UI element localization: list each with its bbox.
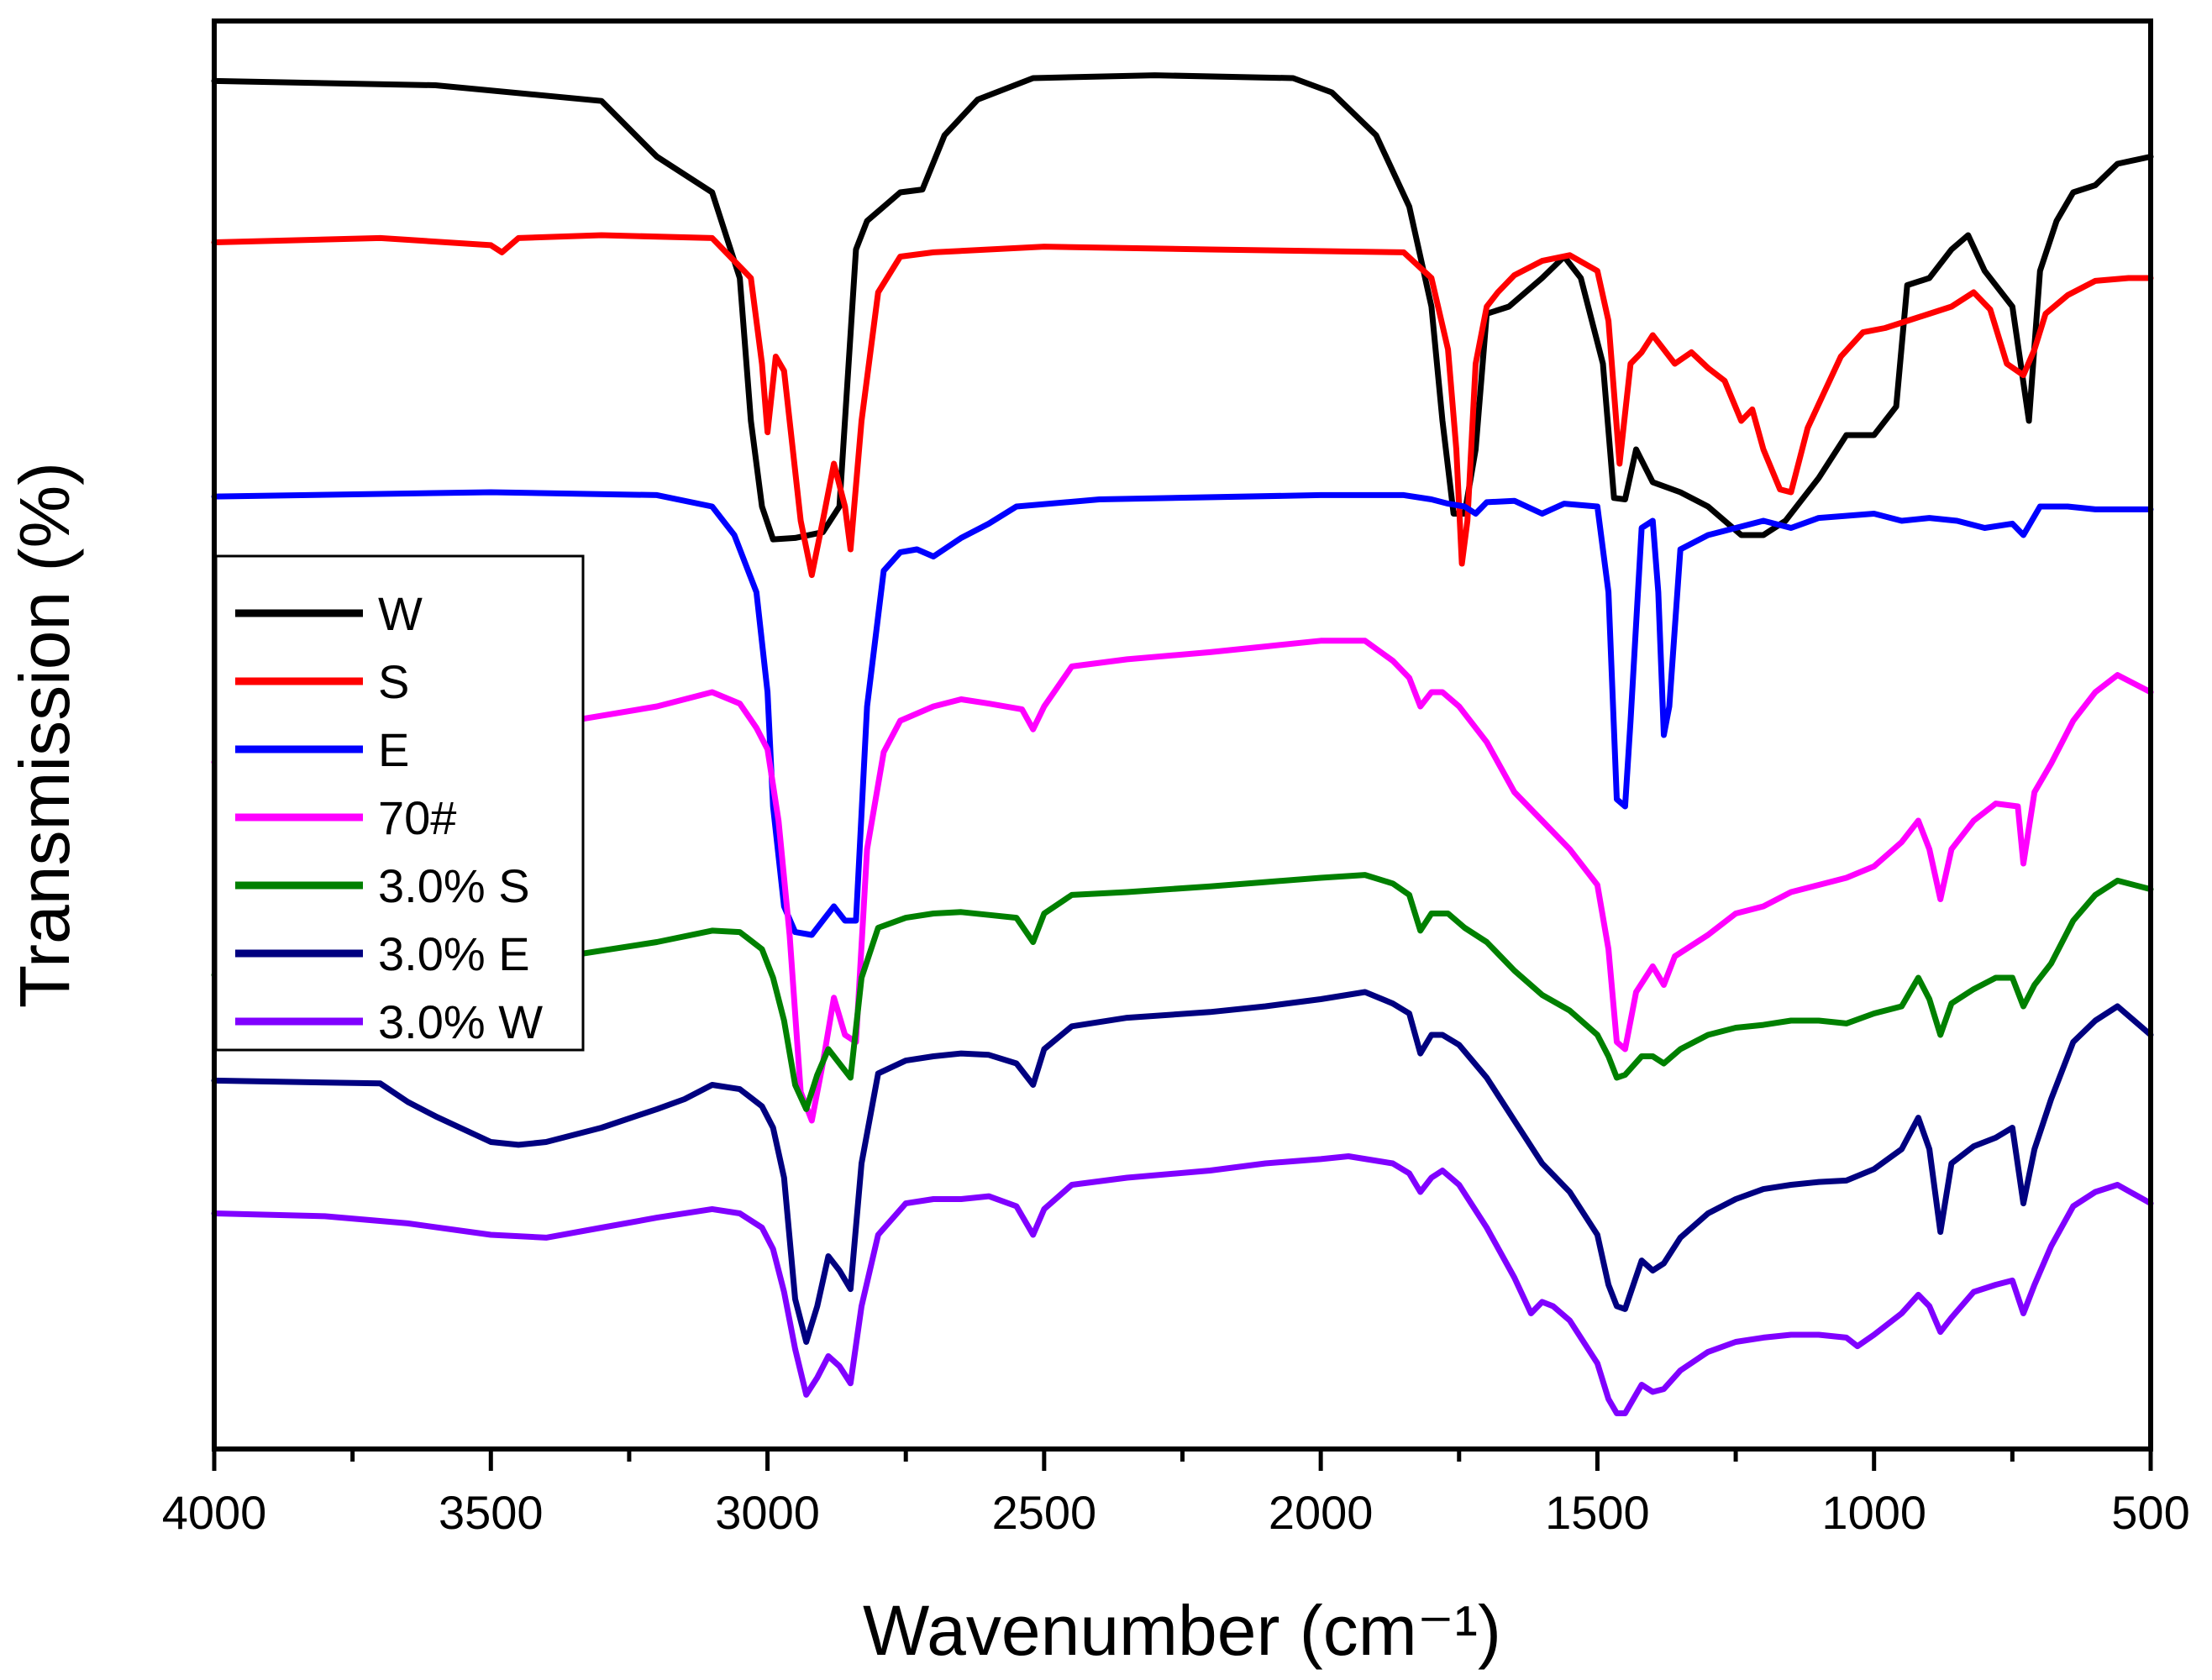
x-axis-ticks: 4000 3500 3000 2500 2000 1500 1000 500 — [162, 1449, 2190, 1539]
x-tick-label: 2000 — [1269, 1486, 1374, 1539]
x-tick-label: 3500 — [439, 1486, 544, 1539]
legend-label-5: 3.0% S — [378, 859, 530, 912]
x-tick-label: 500 — [2111, 1486, 2189, 1539]
legend-label-3: E — [378, 723, 409, 776]
legend: WSE 70# 3.0% S 3.0% E 3.0% W — [214, 554, 585, 1052]
legend-label-7: 3.0% W — [378, 995, 543, 1048]
legend-label-1: W — [378, 587, 423, 640]
x-tick-label: 1500 — [1545, 1486, 1650, 1539]
legend-label-2: S — [378, 655, 409, 708]
series-line-4 — [211, 638, 2154, 1124]
series-line-5 — [211, 872, 2154, 1112]
legend-box — [214, 554, 585, 1052]
x-tick-label: 4000 — [162, 1486, 267, 1539]
series-line-7 — [211, 1153, 2154, 1416]
x-axis-title: Wavenumber (cm⁻¹) — [863, 1591, 1501, 1670]
legend-label-4: 70# — [378, 791, 456, 844]
y-axis-title: Transmission (%) — [5, 462, 84, 1008]
x-tick-label: 1000 — [1821, 1486, 1926, 1539]
series-line-2 — [211, 232, 2154, 579]
x-tick-label: 3000 — [715, 1486, 820, 1539]
series-line-1 — [211, 72, 2154, 543]
plot-lines — [211, 72, 2154, 1416]
series-line-3 — [211, 489, 2154, 938]
legend-label-6: 3.0% E — [378, 927, 530, 980]
x-tick-label: 2500 — [992, 1486, 1097, 1539]
series-line-6 — [211, 989, 2154, 1345]
